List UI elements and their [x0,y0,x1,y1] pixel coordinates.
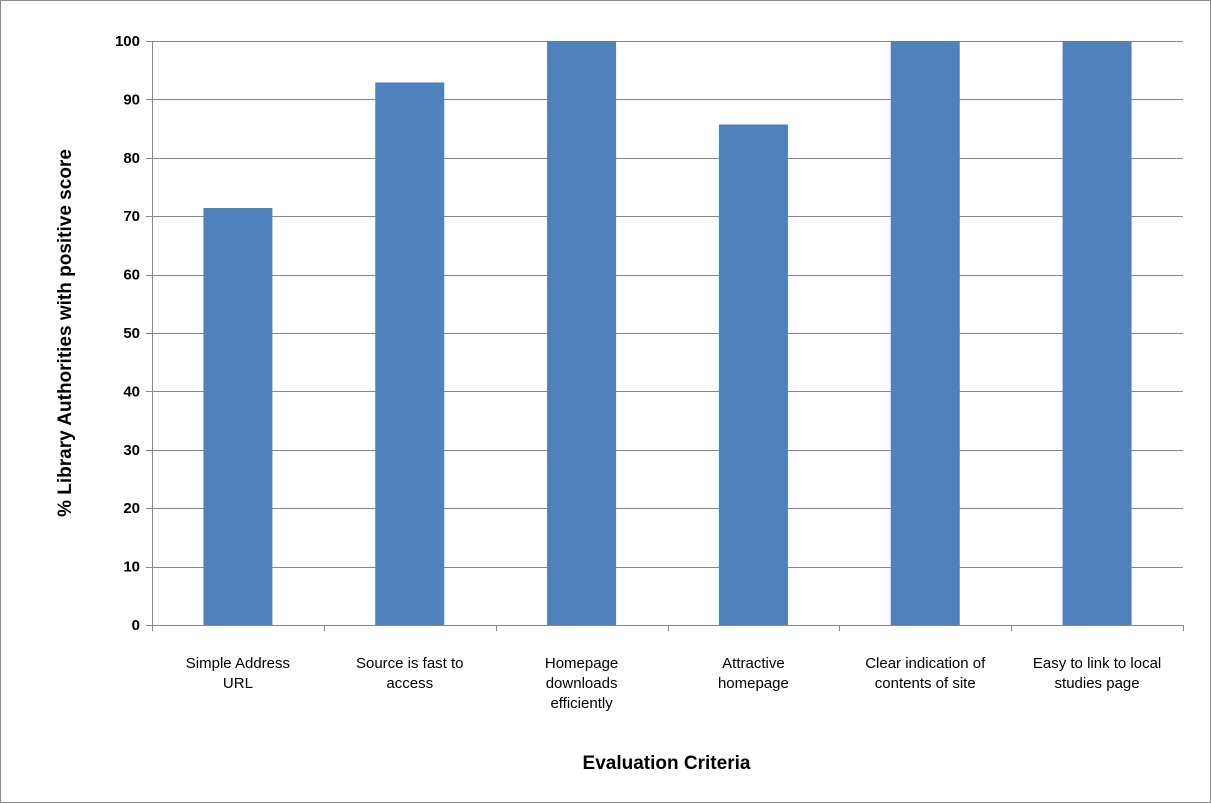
category-label-line: efficiently [550,695,613,712]
y-tick-label: 70 [123,208,140,225]
y-tick-label: 50 [123,325,140,342]
y-tick-label: 90 [123,91,140,108]
y-tick-label: 10 [123,559,140,576]
y-tick-label: 40 [123,383,140,400]
category-label-line: downloads [546,675,618,692]
category-label: Easy to link to local studies page [1033,655,1161,692]
category-label-line: URL [223,675,253,692]
category-label-line: Source is fast to [356,655,464,672]
y-tick-label: 0 [132,617,140,634]
category-label-line: homepage [718,675,789,692]
x-axis-title: Evaluation Criteria [583,753,751,774]
category-label-line: Homepage [545,655,618,672]
axes [146,41,1184,631]
category-label: Attractive homepage [718,655,789,692]
y-tick-label: 60 [123,267,140,284]
category-label-line: Attractive [722,655,785,672]
y-tick-label: 100 [115,33,140,50]
bar [1062,41,1132,625]
category-label-line: Clear indication of [865,655,986,672]
category-label-line: studies page [1055,675,1140,692]
y-tick-label: 30 [123,442,140,459]
category-label: Homepage downloads efficiently [545,655,618,712]
category-label-line: access [386,675,433,692]
category-label-line: Simple Address [186,655,290,672]
gridlines [152,41,1183,568]
category-label: Source is fast to access [356,655,464,692]
bar [718,124,788,626]
y-tick-labels: 0 10 20 30 40 50 60 70 80 90 100 [115,33,140,634]
x-category-labels: Simple Address URL Source is fast to access… [186,655,1161,712]
bar [203,208,273,626]
bars [203,41,1132,626]
category-label: Clear indication of contents of site [865,655,986,692]
y-tick-label: 80 [123,150,140,167]
category-label: Simple Address URL [186,655,290,692]
bar [547,41,617,625]
bar [890,41,960,625]
category-label-line: Easy to link to local [1033,655,1161,672]
y-axis-title: % Library Authorities with positive scor… [55,149,76,517]
y-tick-label: 20 [123,500,140,517]
category-label-line: contents of site [875,675,976,692]
bar [375,82,445,626]
